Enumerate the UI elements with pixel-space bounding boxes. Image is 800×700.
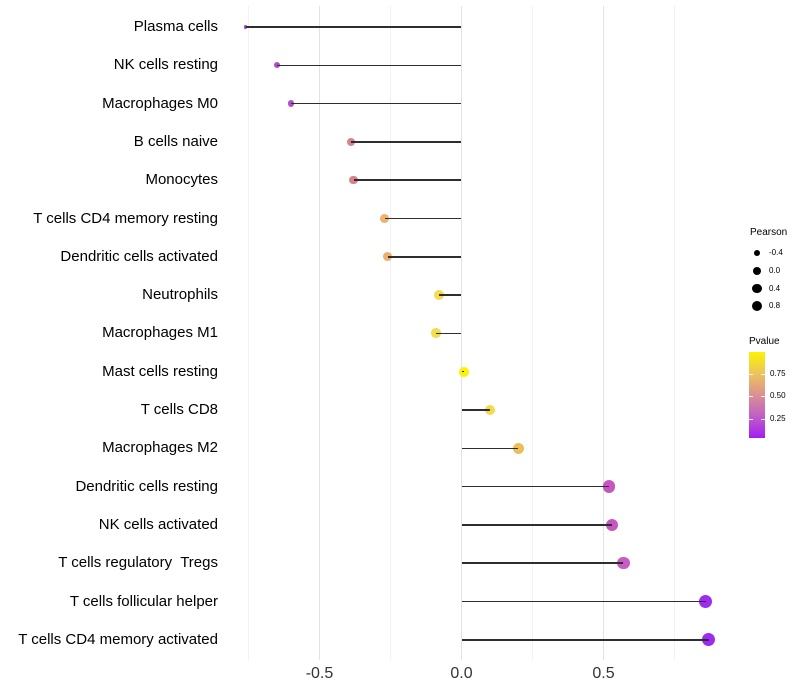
category-label: Dendritic cells resting [75, 477, 218, 495]
legend-size-label: 0.0 [769, 265, 781, 275]
lollipop-dot [484, 404, 496, 416]
legend-size-dot [751, 301, 763, 312]
category-label: Macrophages M0 [102, 94, 218, 112]
lollipop-stem [461, 485, 610, 488]
category-label: T cells regulatory Tregs [58, 554, 218, 572]
legend-size-dot [752, 284, 762, 294]
legend-size-label: 0.8 [769, 301, 781, 311]
category-label: Neutrophils [142, 286, 218, 304]
legend-pvalue-title: Pvalue [749, 336, 780, 347]
category-label: Monocytes [145, 171, 218, 189]
category-label: T cells CD8 [140, 401, 218, 418]
lollipop-stem [461, 639, 709, 641]
legend-pearson-title: Pearson [750, 227, 788, 238]
category-label: T cells CD4 memory resting [33, 209, 218, 227]
category-label: NK cells resting [113, 56, 218, 74]
legend-pearson: Pearson -0.4 0.0 0.4 0.8 [735, 227, 800, 322]
lollipop-dot [273, 62, 280, 69]
lollipop-stem [291, 102, 462, 105]
legend-size-dot [753, 266, 761, 275]
lollipop-stem [438, 294, 462, 296]
lollipop-stem [461, 600, 706, 603]
lollipop-dot [349, 176, 358, 185]
lollipop-dot [603, 480, 616, 493]
lollipop-dot [243, 25, 248, 29]
colorbar-label: 0.75 [770, 368, 786, 378]
x-tick-label: 0.0 [450, 665, 473, 682]
gridline-minor [248, 6, 249, 660]
category-label: Mast cells resting [102, 362, 218, 380]
lollipop-stem [350, 141, 462, 143]
lollipop-stem [245, 26, 462, 28]
category-label: T cells CD4 memory activated [18, 630, 218, 648]
category-label: B cells naive [133, 132, 218, 150]
legend-size-label: -0.4 [769, 248, 783, 257]
gridline-minor [674, 6, 675, 660]
lollipop-stem [384, 217, 462, 220]
x-tick-label: 0.5 [592, 665, 615, 682]
gridline-major [461, 6, 462, 660]
lollipop-stem [461, 524, 613, 526]
gridline-major [603, 6, 604, 660]
category-label: Dendritic cells activated [60, 247, 218, 265]
legend-size-label: 0.4 [769, 283, 781, 293]
colorbar-tick [761, 418, 765, 420]
lollipop-stem [435, 332, 462, 335]
colorbar-tick [749, 373, 753, 375]
x-tick-label: -0.5 [305, 665, 334, 682]
lollipop-stem [353, 179, 462, 181]
category-label: Macrophages M1 [102, 324, 218, 342]
lollipop-stem [461, 447, 519, 450]
lollipop-stem [461, 370, 465, 373]
colorbar-tick [761, 396, 765, 398]
category-label: NK cells activated [98, 515, 218, 533]
colorbar-tick [749, 396, 753, 398]
colorbar-label: 0.25 [770, 413, 786, 423]
legend-size-dot [753, 249, 761, 257]
colorbar-tick [749, 418, 753, 420]
colorbar-tick [761, 373, 765, 375]
lollipop-stem [461, 409, 490, 411]
lollipop-stem [461, 562, 624, 564]
lollipop-stem [387, 256, 462, 258]
colorbar-label: 0.50 [770, 391, 786, 401]
pvalue-colorbar [749, 352, 765, 438]
gridline-major [319, 6, 320, 660]
gridline-minor [390, 6, 391, 660]
category-label: Plasma cells [133, 18, 218, 35]
gridline-minor [532, 6, 533, 660]
category-label: T cells follicular helper [69, 592, 218, 610]
category-label: Macrophages M2 [102, 439, 218, 457]
lollipop-dot [459, 366, 470, 377]
legend-pvalue: Pvalue 0.75 0.50 0.25 [735, 336, 800, 446]
lollipop-dot [431, 328, 441, 339]
lollipop-stem [276, 64, 462, 67]
